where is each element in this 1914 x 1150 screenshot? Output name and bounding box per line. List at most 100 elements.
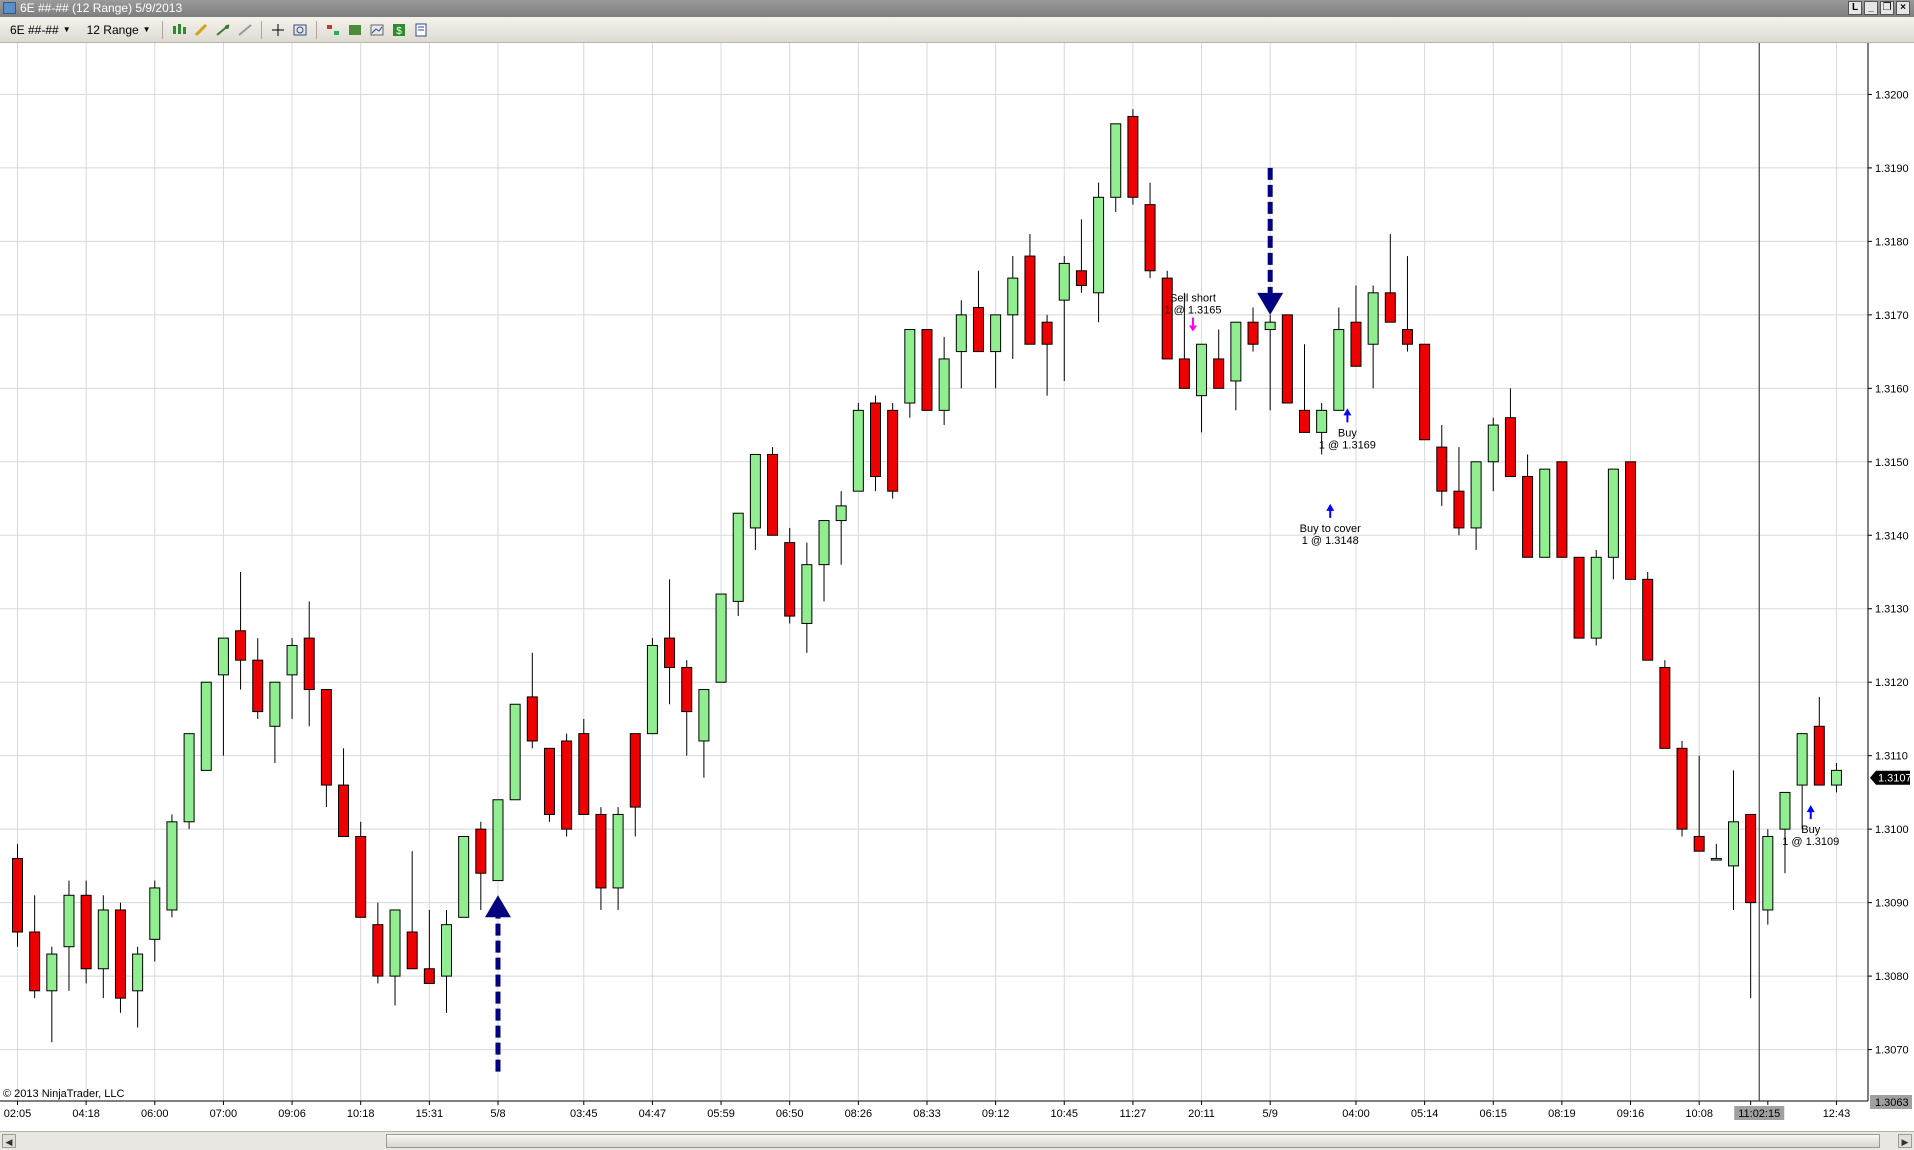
candle: [1247, 307, 1259, 352]
candle-body: [12, 858, 23, 933]
candle: [1573, 556, 1585, 639]
candle-body: [938, 358, 950, 411]
candle: [1642, 572, 1654, 661]
candle: [1007, 256, 1019, 359]
candle: [938, 336, 950, 426]
time-tick-label: 09:06: [278, 1108, 306, 1120]
price-axis: 1.3070 1.3080 1.3090 1.3100 1.3110 1.3120 1.31…: [1867, 43, 1912, 1109]
candle: [320, 689, 332, 808]
candle-body: [1659, 667, 1671, 749]
price-tick-label: 1.3080: [1875, 971, 1909, 983]
window-titlebar: 6E ##-## (12 Range) 5/9/2013 L _ ❐ ×: [0, 0, 1914, 17]
candle: [1058, 256, 1070, 381]
drawing-tools-icon[interactable]: [214, 21, 232, 39]
time-tick-label: 5/9: [1263, 1108, 1278, 1120]
restore-button[interactable]: ❐: [1880, 1, 1894, 15]
horizontal-scrollbar[interactable]: ◀ ▶: [0, 1131, 1914, 1150]
candle-body: [1127, 115, 1139, 198]
candle: [1350, 285, 1362, 367]
arrow-head: [484, 895, 511, 918]
candle: [1453, 447, 1465, 536]
interval-selector[interactable]: 12 Range ▼: [77, 23, 157, 37]
time-tick-label: 10:18: [347, 1108, 375, 1120]
candle: [12, 843, 23, 947]
last-price-marker: 1.3107: [1870, 770, 1912, 785]
arrow-head: [1257, 292, 1284, 315]
price-tick-label: 1.3140: [1875, 530, 1909, 542]
candle: [578, 718, 590, 815]
candle: [1401, 256, 1413, 352]
candle-body: [1196, 343, 1208, 397]
minimize-button[interactable]: _: [1864, 1, 1878, 15]
data-box-icon[interactable]: [368, 21, 386, 39]
dollar-icon[interactable]: $: [390, 21, 408, 39]
candle-body: [1075, 270, 1087, 286]
candle: [1075, 219, 1087, 293]
candle-body: [458, 836, 470, 918]
candle: [1779, 791, 1791, 874]
candle-body: [904, 329, 916, 404]
candle-body: [749, 453, 761, 529]
candle-body: [1144, 204, 1156, 272]
candle: [1436, 425, 1448, 506]
eraser-icon[interactable]: [236, 21, 254, 39]
candle-body: [1487, 424, 1499, 463]
link-button[interactable]: L: [1848, 1, 1862, 15]
price-tick-label: 1.3100: [1875, 824, 1909, 836]
candle-body: [1453, 490, 1465, 529]
scrollbar-thumb[interactable]: [386, 1134, 1880, 1148]
candle: [200, 681, 212, 771]
scroll-right-icon[interactable]: ▶: [1898, 1134, 1912, 1148]
candle: [1487, 417, 1499, 492]
candle-body: [1779, 791, 1791, 830]
price-tick-label: 1.3130: [1875, 604, 1909, 616]
candle: [681, 660, 693, 756]
bar-style-icon[interactable]: [170, 21, 188, 39]
candle-body: [372, 924, 384, 977]
zoom-icon[interactable]: [291, 21, 309, 39]
candle-body: [269, 681, 281, 727]
candle: [1316, 403, 1328, 455]
candle: [217, 637, 229, 756]
pencil-icon[interactable]: [192, 21, 210, 39]
candle-body: [1762, 836, 1774, 911]
candle-body: [80, 894, 92, 970]
candle: [149, 880, 161, 962]
candle-body: [1299, 409, 1310, 433]
candle-body: [200, 681, 212, 771]
close-button[interactable]: ×: [1896, 1, 1910, 15]
price-chart[interactable]: 1.3070 1.3080 1.3090 1.3100 1.3110 1.3120 1.31…: [0, 43, 1914, 1131]
candle: [784, 527, 796, 624]
arrow-up-icon: [484, 895, 511, 1072]
candle: [1539, 468, 1551, 558]
candle: [595, 807, 607, 910]
price-tick-label: 1.3190: [1875, 163, 1909, 175]
candle-body: [1642, 578, 1654, 661]
strategies-icon[interactable]: [324, 21, 342, 39]
indicators-icon[interactable]: [346, 21, 364, 39]
candle: [921, 329, 933, 411]
price-tick-label: 1.3160: [1875, 383, 1909, 395]
candle-body: [46, 953, 58, 992]
candle: [1367, 285, 1379, 389]
candle: [269, 681, 281, 764]
candle: [852, 403, 864, 492]
price-tick-label: 1.3110: [1875, 751, 1908, 763]
scroll-left-icon[interactable]: ◀: [2, 1134, 16, 1148]
candle-body: [1401, 329, 1413, 345]
instrument-label: 6E ##-##: [10, 22, 59, 37]
time-tick-label: 07:00: [210, 1108, 238, 1120]
properties-icon[interactable]: [412, 21, 430, 39]
candle-body: [1573, 556, 1585, 639]
crosshair-icon[interactable]: [269, 21, 287, 39]
candle: [1419, 343, 1431, 441]
candle-body: [1436, 446, 1448, 492]
candle-body: [801, 564, 813, 624]
instrument-selector[interactable]: 6E ##-## ▼: [0, 23, 77, 37]
candle-body: [252, 659, 264, 713]
candle: [990, 314, 1002, 389]
candle-body: [835, 505, 847, 522]
buy-annotation-text: 1 @ 1.3169: [1319, 439, 1376, 451]
